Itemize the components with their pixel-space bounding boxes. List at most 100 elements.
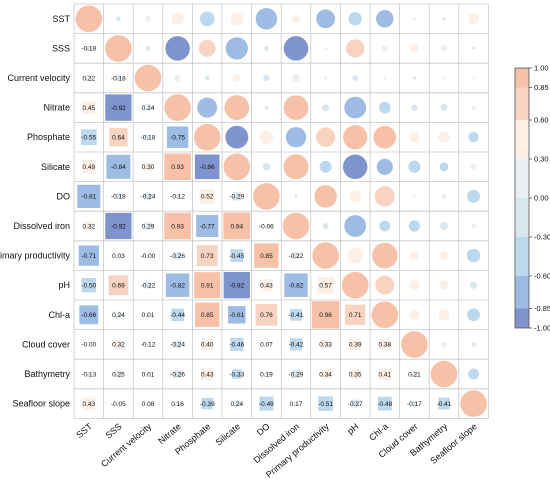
corr-circle bbox=[264, 46, 269, 51]
corr-circle bbox=[319, 160, 332, 173]
corr-value-label: 0.43 bbox=[260, 283, 273, 290]
corr-value-label: -0.41 bbox=[437, 401, 452, 408]
colorbar-segment bbox=[515, 87, 529, 120]
corr-square bbox=[174, 340, 182, 348]
row-label: SST bbox=[52, 14, 70, 24]
corr-square bbox=[146, 342, 150, 347]
corr-square bbox=[195, 302, 220, 327]
corr-value-label: 0.49 bbox=[82, 164, 95, 171]
corr-value-label: -0.44 bbox=[170, 312, 185, 319]
corr-circle bbox=[438, 131, 450, 143]
corr-circle bbox=[225, 37, 248, 60]
corr-value-label: -0.46 bbox=[229, 342, 244, 349]
corr-circle bbox=[401, 331, 428, 358]
row-label: Cloud cover bbox=[22, 339, 70, 349]
corr-circle bbox=[75, 5, 103, 33]
corr-square bbox=[166, 126, 189, 148]
corr-square bbox=[81, 159, 96, 174]
corr-circle bbox=[442, 76, 446, 80]
corr-value-label: -0.05 bbox=[111, 401, 126, 408]
corr-value-label: 0.24 bbox=[112, 312, 125, 319]
corr-square bbox=[147, 254, 149, 257]
corr-circle bbox=[224, 95, 250, 120]
corr-square bbox=[85, 74, 92, 82]
corr-square bbox=[165, 273, 190, 297]
corr-circle bbox=[442, 17, 446, 21]
column-label: DO bbox=[255, 421, 272, 437]
corr-square bbox=[109, 128, 128, 147]
colorbar-tick-label: 1.00 bbox=[534, 64, 549, 73]
corr-square bbox=[265, 343, 268, 346]
colorbar: 1.00 0.85 0.60 0.30 0.00 -0.30 -0.60 -0.85 -1.00 bbox=[514, 64, 550, 333]
corr-circle bbox=[440, 104, 448, 112]
corr-value-label: 0.69 bbox=[112, 283, 125, 290]
corr-value-label: 0.43 bbox=[82, 401, 95, 408]
row-label: Bathymetry bbox=[24, 369, 70, 379]
corr-square bbox=[143, 221, 153, 231]
corr-value-label: -0.12 bbox=[141, 342, 156, 349]
row-label: Primary productivity bbox=[0, 251, 70, 261]
corr-circle bbox=[193, 123, 221, 151]
corr-square bbox=[289, 338, 302, 351]
corr-circle bbox=[315, 127, 336, 147]
corr-circle bbox=[283, 95, 309, 120]
corr-value-label: 0.03 bbox=[112, 253, 125, 260]
corr-square bbox=[173, 251, 182, 260]
corr-circle bbox=[198, 39, 216, 57]
corr-value-label: -0.26 bbox=[170, 371, 185, 378]
corr-square bbox=[196, 245, 218, 267]
corr-square bbox=[143, 162, 153, 172]
corr-circle bbox=[204, 75, 210, 81]
corr-circle bbox=[312, 242, 339, 269]
corr-value-label: 0.85 bbox=[201, 312, 214, 319]
corr-square bbox=[438, 397, 450, 410]
corr-circle bbox=[349, 190, 361, 203]
colorbar-tick-label: 0.30 bbox=[534, 155, 549, 164]
corr-value-label: -0.00 bbox=[141, 253, 156, 260]
corr-square bbox=[201, 338, 213, 351]
corr-square bbox=[194, 272, 221, 299]
row-label: DO bbox=[57, 191, 71, 201]
corr-square bbox=[171, 308, 184, 322]
corr-square bbox=[114, 370, 122, 378]
colorbar-tick-label: -1.00 bbox=[534, 324, 550, 333]
corr-circle bbox=[343, 125, 368, 150]
corr-value-label: 0.24 bbox=[230, 401, 243, 408]
matrix-marks: -0.18 0.22 -0.18 0.45 -0.92 0.24 -0.55 0.64 -0.1… bbox=[75, 5, 487, 417]
corr-circle bbox=[467, 189, 481, 203]
corr-square bbox=[311, 301, 340, 329]
corr-value-label: -0.84 bbox=[111, 164, 126, 171]
corr-circle bbox=[283, 36, 309, 61]
column-label: Nitrate bbox=[156, 421, 183, 446]
corr-value-label: -0.81 bbox=[81, 194, 96, 201]
corr-value-label: -0.71 bbox=[81, 253, 96, 260]
corr-value-label: 0.39 bbox=[349, 342, 362, 349]
corr-circle bbox=[371, 301, 399, 329]
corr-circle bbox=[412, 194, 416, 198]
corr-square bbox=[260, 279, 273, 292]
corr-circle bbox=[467, 13, 480, 25]
corr-square bbox=[164, 153, 191, 181]
corr-circle bbox=[352, 75, 359, 81]
corr-circle bbox=[412, 76, 416, 80]
corr-circle bbox=[197, 97, 218, 118]
corr-circle bbox=[471, 223, 476, 229]
corr-value-label: -0.86 bbox=[200, 164, 215, 171]
colorbar-tick-label: 0.85 bbox=[534, 83, 549, 92]
corr-square bbox=[345, 304, 366, 325]
corr-value-label: 0.08 bbox=[142, 401, 155, 408]
corr-circle bbox=[372, 242, 398, 269]
corr-square bbox=[144, 104, 152, 112]
corr-value-label: -0.61 bbox=[229, 312, 244, 319]
corr-square bbox=[317, 277, 334, 294]
corr-value-label: -0.24 bbox=[170, 342, 185, 349]
column-label: pH bbox=[345, 421, 360, 436]
corr-value-label: -0.26 bbox=[170, 253, 185, 260]
corr-square bbox=[377, 396, 392, 411]
corr-square bbox=[254, 243, 279, 268]
colorbar-tick-label: -0.60 bbox=[534, 272, 550, 281]
colorbar-segment bbox=[515, 159, 529, 198]
row-label: Seafloor slope bbox=[12, 399, 70, 409]
corr-square bbox=[201, 398, 213, 410]
